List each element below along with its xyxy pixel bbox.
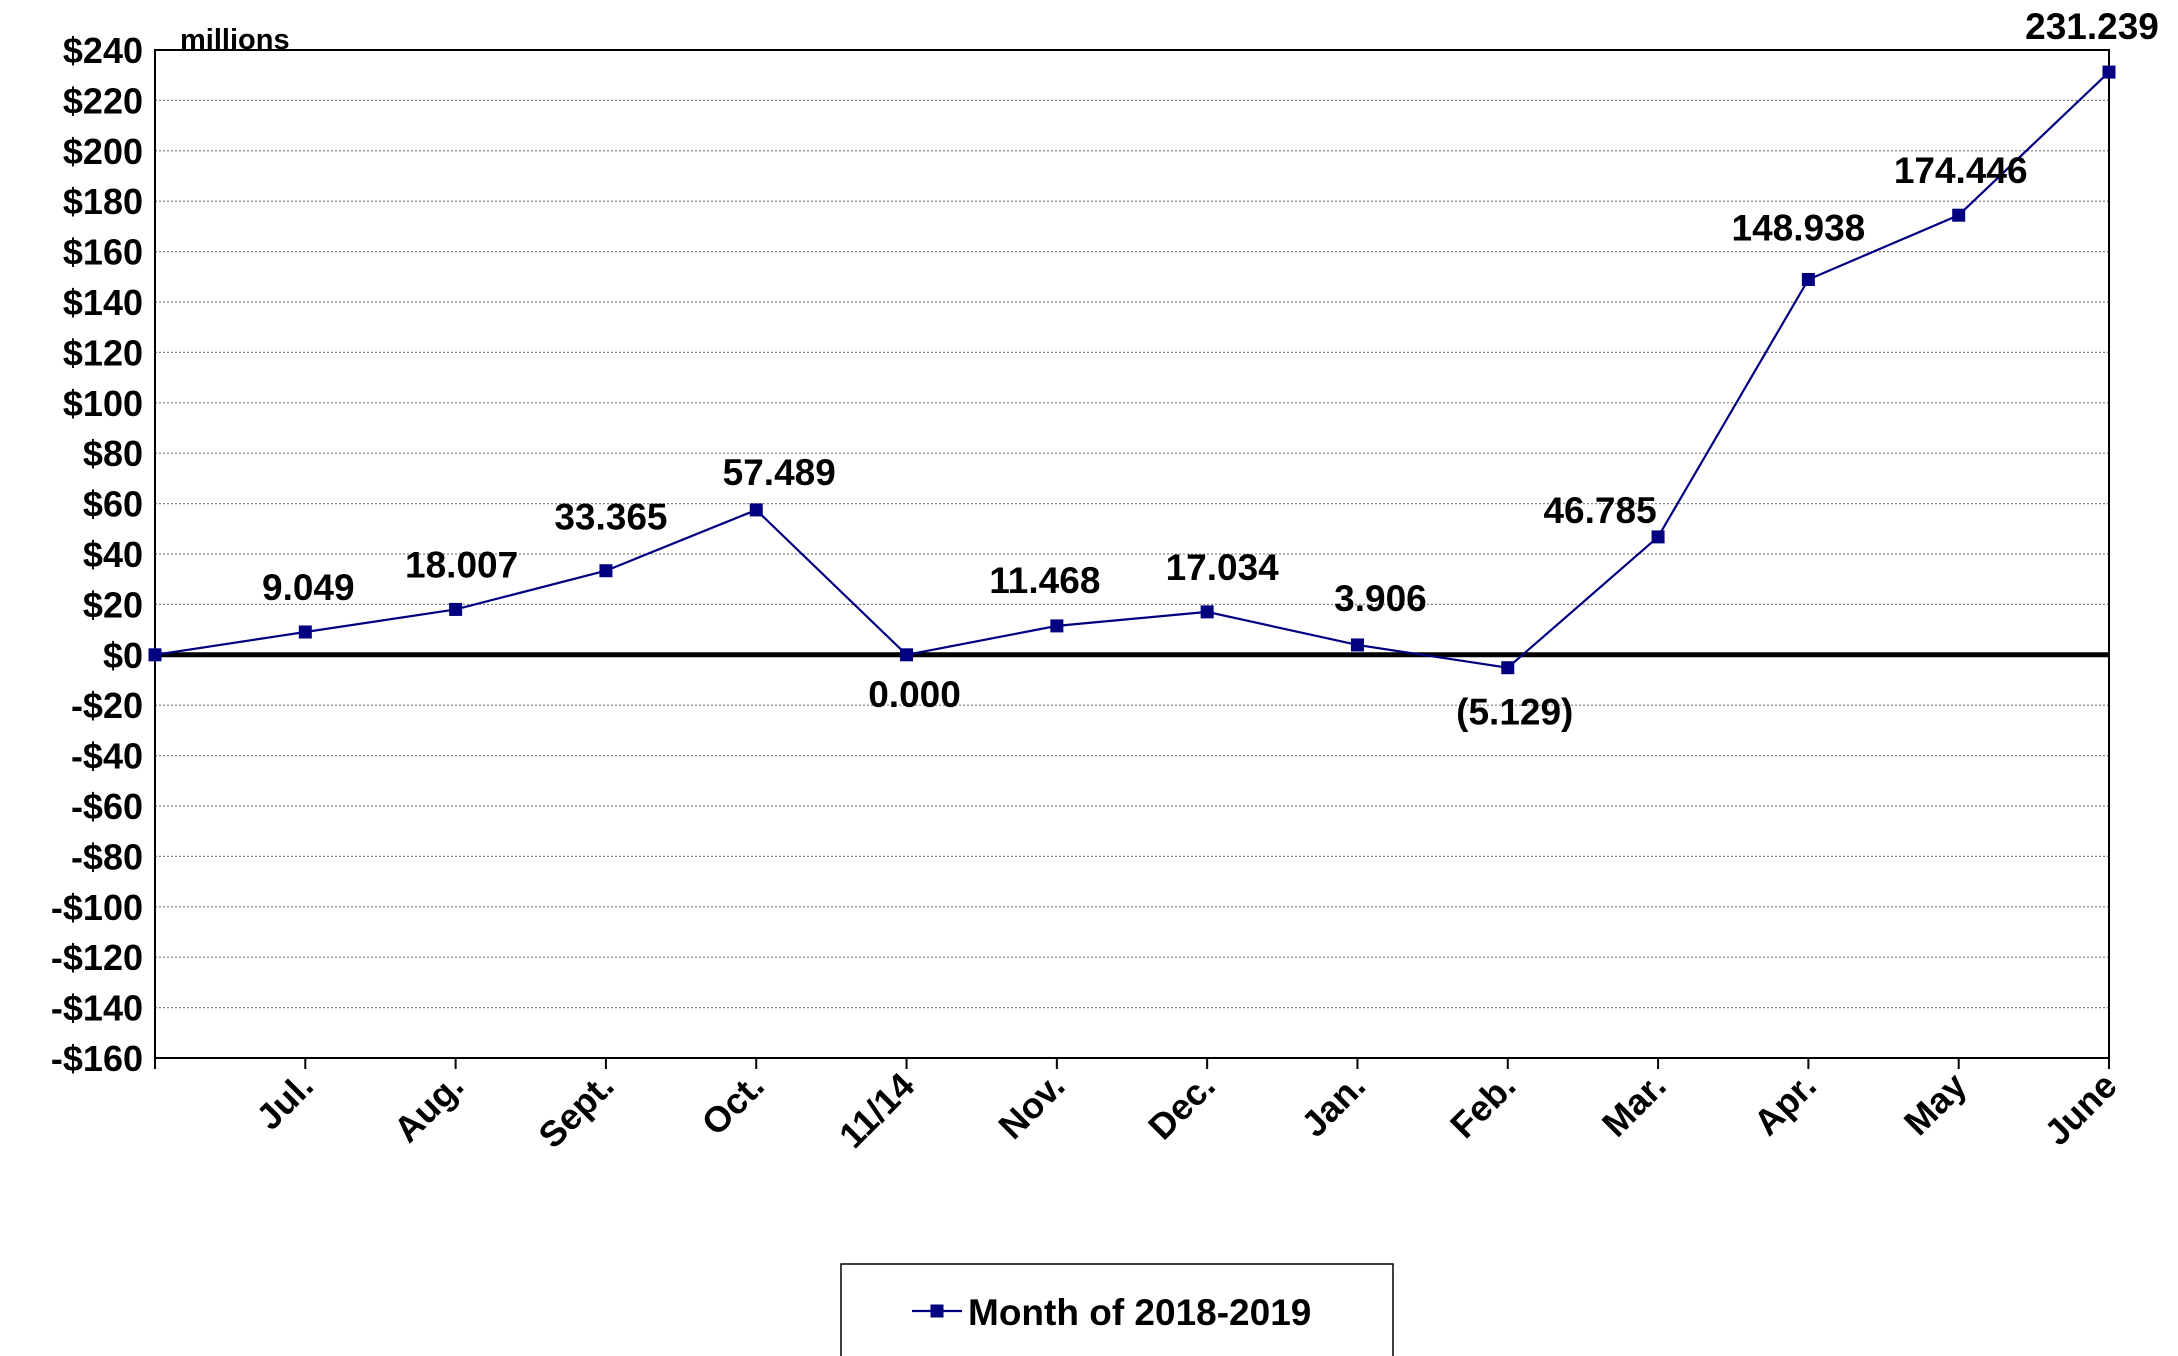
y-tick-label: -$80 — [71, 836, 143, 877]
x-tick-label: May — [1896, 1065, 1975, 1144]
x-tick-label: Sept. — [530, 1065, 621, 1156]
data-labels: 9.049 18.007 33.365 57.489 0.000 11.468 17.034… — [262, 6, 2159, 733]
x-tick-label: Jul. — [248, 1065, 321, 1138]
data-point-marker — [1501, 661, 1515, 675]
data-point-marker — [1801, 272, 1815, 286]
data-point-marker — [1200, 605, 1214, 619]
data-point-marker — [900, 648, 914, 662]
y-tick-label: $100 — [63, 383, 143, 424]
data-label: 148.938 — [1732, 207, 1866, 248]
y-tick-label: -$20 — [71, 685, 143, 726]
x-tick-label: Apr. — [1746, 1065, 1824, 1143]
y-tick-label: $40 — [83, 534, 143, 575]
x-tick-label: 11/14 — [831, 1065, 922, 1156]
x-tick-label: June — [2036, 1065, 2124, 1153]
y-tick-label: $200 — [63, 131, 143, 172]
y-tick-label: $120 — [63, 332, 143, 373]
plot-frame — [154, 49, 2110, 1059]
x-tick-label: Nov. — [990, 1065, 1072, 1147]
x-tick-label: Aug. — [386, 1065, 472, 1151]
y-tick-label: $80 — [83, 433, 143, 474]
series-month-2018-2019 — [148, 65, 2116, 675]
unit-label: millions — [180, 24, 290, 56]
y-tick-label: $240 — [63, 30, 143, 71]
x-tick-label: Mar. — [1594, 1065, 1674, 1145]
x-tick-label: Feb. — [1442, 1065, 1523, 1146]
y-tick-label: $60 — [83, 484, 143, 525]
y-tick-label: -$140 — [51, 988, 143, 1029]
data-label: 0.000 — [868, 674, 961, 715]
data-label: 231.239 — [2025, 6, 2159, 47]
y-tick-label: $140 — [63, 282, 143, 323]
data-point-marker — [749, 503, 763, 517]
data-label: 57.489 — [723, 452, 836, 493]
legend-series-label: Month of 2018-2019 — [968, 1292, 1311, 1333]
data-point-marker — [599, 564, 613, 578]
data-point-marker — [298, 625, 312, 639]
data-point-marker — [1952, 208, 1966, 222]
data-label: 174.446 — [1894, 150, 2028, 191]
data-point-marker — [148, 648, 162, 662]
y-tick-label: $220 — [63, 80, 143, 121]
legend: Month of 2018-2019 — [840, 1263, 1394, 1356]
data-point-marker — [1350, 638, 1364, 652]
axes — [154, 49, 2110, 1059]
y-tick-label: -$120 — [51, 937, 143, 978]
data-label: 9.049 — [262, 567, 355, 608]
data-point-marker — [2102, 65, 2116, 79]
x-axis-ticks: Jul. Aug. Sept. Oct. 11/14 Nov. Dec. Jan. Feb. Ma… — [154, 1058, 2125, 1156]
gridlines — [155, 49, 2109, 1059]
data-label: 3.906 — [1334, 578, 1427, 619]
y-tick-label: $160 — [63, 232, 143, 273]
data-label: (5.129) — [1456, 692, 1573, 733]
data-label: 18.007 — [405, 544, 518, 585]
series-line — [154, 71, 2110, 669]
data-point-marker — [1050, 619, 1064, 633]
data-label: 17.034 — [1166, 547, 1280, 588]
y-tick-label: $180 — [63, 181, 143, 222]
y-tick-label: -$100 — [51, 887, 143, 928]
x-tick-label: Dec. — [1140, 1065, 1223, 1148]
data-label: 33.365 — [554, 497, 667, 538]
y-axis-ticks: $240 $220 $200 $180 $160 $140 $120 $100 $80 $60 $4… — [51, 30, 143, 1079]
data-point-marker — [1651, 530, 1665, 544]
y-tick-label: -$60 — [71, 786, 143, 827]
data-point-marker — [449, 602, 463, 616]
y-tick-label: -$160 — [51, 1038, 143, 1079]
y-tick-label: $0 — [103, 635, 143, 676]
y-tick-label: $20 — [83, 584, 143, 625]
data-label: 46.785 — [1543, 490, 1656, 531]
data-label: 11.468 — [989, 560, 1100, 601]
legend-square-marker-icon — [930, 1304, 944, 1318]
x-tick-label: Jan. — [1293, 1065, 1373, 1145]
y-tick-label: -$40 — [71, 736, 143, 777]
x-tick-label: Oct. — [693, 1065, 771, 1143]
